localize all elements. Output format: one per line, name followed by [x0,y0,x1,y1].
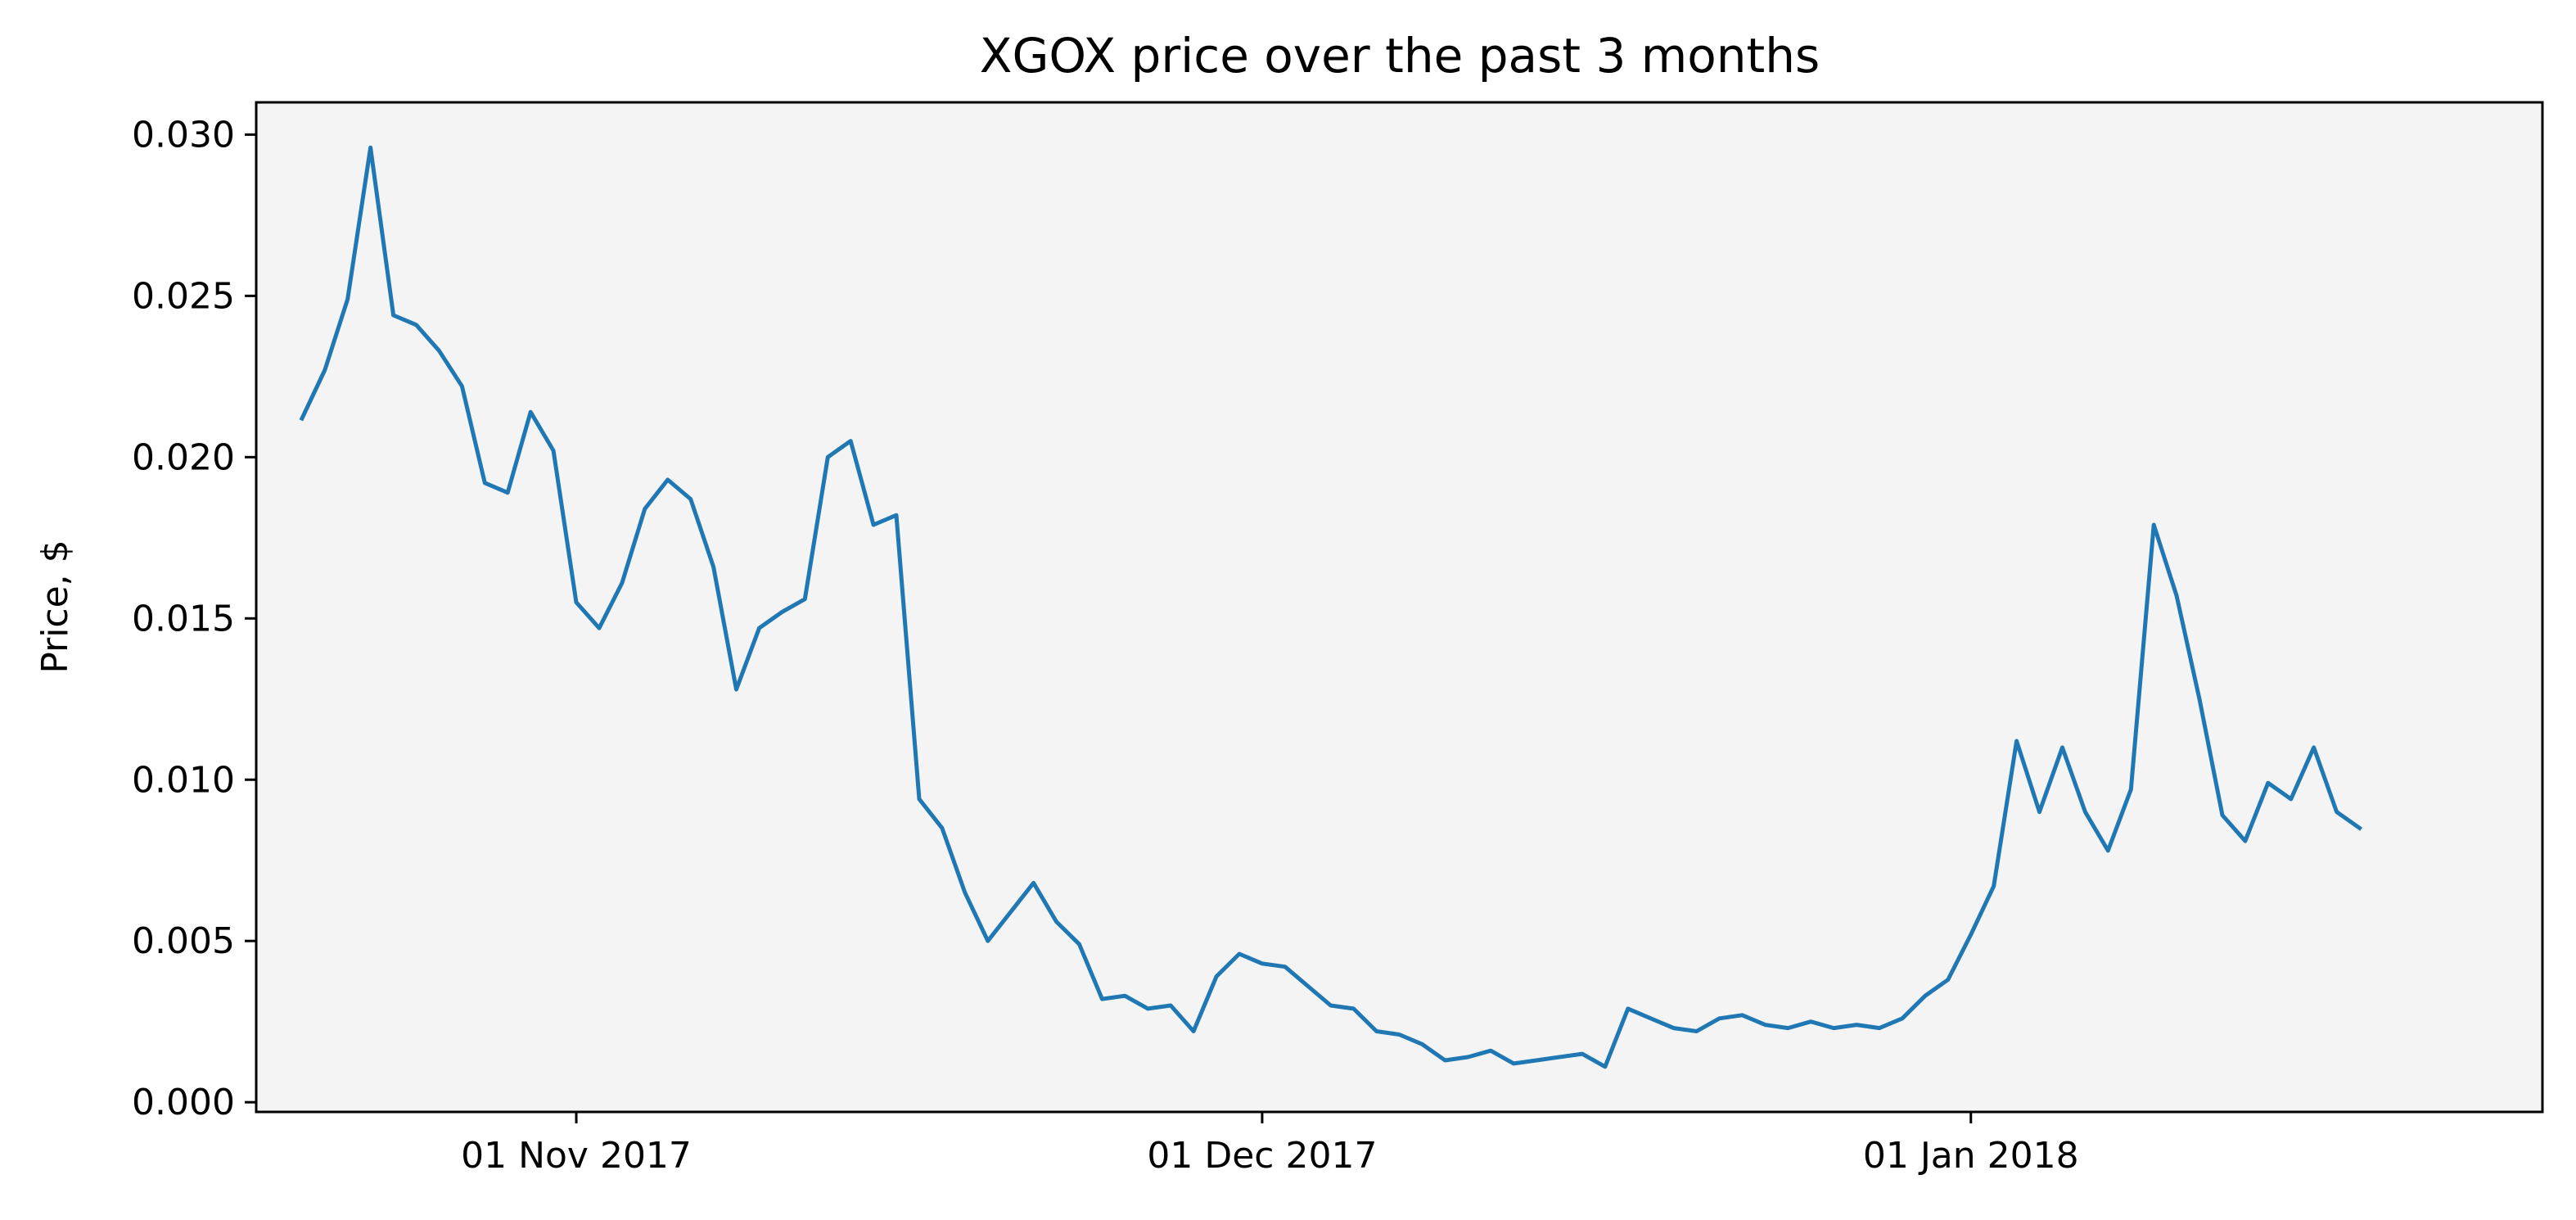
y-axis-ticks: 0.000 0.005 0.010 0.015 0.020 0.025 0.030 [132,114,256,1123]
plot-background [256,102,2542,1112]
x-tick-label: 01 Jan 2018 [1863,1135,2079,1177]
x-axis-ticks: 01 Nov 2017 01 Dec 2017 01 Jan 2018 [461,1112,2079,1177]
y-tick-label: 0.000 [132,1082,235,1123]
y-tick-label: 0.020 [132,436,235,478]
plot-frame [255,101,2544,1114]
y-tick-label: 0.015 [132,598,235,639]
y-axis-label: Price, $ [34,540,76,673]
y-tick-label: 0.030 [132,114,235,156]
chart-title: XGOX price over the past 3 months [980,28,1820,84]
y-tick-label: 0.010 [132,759,235,801]
x-tick-label: 01 Nov 2017 [461,1135,692,1177]
price-series-line [299,145,2363,1069]
x-tick-label: 01 Dec 2017 [1147,1135,1377,1177]
y-tick-label: 0.005 [132,920,235,962]
y-tick-label: 0.025 [132,275,235,317]
